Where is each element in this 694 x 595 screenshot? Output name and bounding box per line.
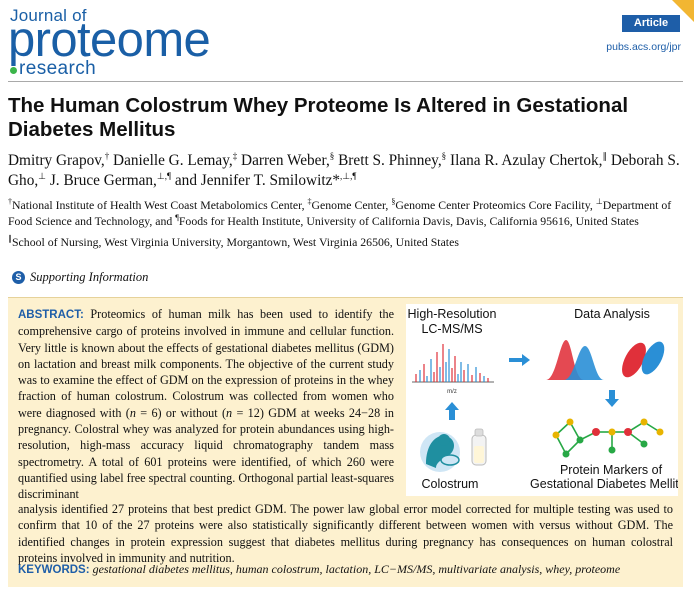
bottle-icon <box>471 428 487 466</box>
mass-spectrum-plot: m/z <box>412 344 494 395</box>
author[interactable]: and Jennifer T. Smilowitz*,⊥,¶ <box>174 170 357 189</box>
affiliation-text: Genome Center, <box>311 198 389 212</box>
affiliation-mark: † <box>8 197 12 207</box>
author-affiliation-mark: ‡ <box>232 150 238 161</box>
abstract-text-segment: n <box>226 405 233 420</box>
abstract-text-segment: = 6) or without ( <box>135 405 227 420</box>
logo-proteome: proteome <box>8 13 211 67</box>
affiliation-mark: ‡ <box>307 197 312 207</box>
abstract-text-segment: Proteomics of human milk has been used t… <box>18 307 394 420</box>
abstract-lead: ABSTRACT: Proteomics of human milk has b… <box>18 306 394 503</box>
author-name: Darren Weber, <box>241 152 330 169</box>
arrow-up-icon <box>445 402 459 420</box>
logo-journal-of: Journal of <box>10 6 87 25</box>
affiliation-text: Foods for Health Institute, University o… <box>178 213 639 228</box>
abstract-label: ABSTRACT: <box>18 309 84 321</box>
affiliations: †National Institute of Health West Coast… <box>8 198 688 251</box>
logo-research: research <box>19 58 97 79</box>
article-title: The Human Colostrum Whey Proteome Is Alt… <box>8 94 629 141</box>
supporting-info-label: Supporting Information <box>30 270 149 284</box>
distribution-plot <box>546 340 665 380</box>
abstract-full-text: analysis identified 27 proteins that bes… <box>18 502 673 565</box>
label-high-resolution: High-Resolution <box>408 307 497 321</box>
author[interactable]: Darren Weber,§ <box>241 150 335 169</box>
author-name: Danielle G. Lemay, <box>113 152 233 169</box>
author-name: J. Bruce German, <box>49 172 157 189</box>
supporting-info-icon: S <box>12 271 25 284</box>
author-name: Brett S. Phinney, <box>338 152 442 169</box>
affiliation-text: Department of Food Science and Technolog… <box>8 198 672 228</box>
journal-logo[interactable]: Journal of proteome research <box>8 4 308 84</box>
affiliation-mark: ¶ <box>175 212 179 222</box>
keywords: KEYWORDS: gestational diabetes mellitus,… <box>18 561 673 578</box>
author-affiliation-mark: ,⊥,¶ <box>340 170 357 181</box>
header-divider <box>8 81 683 82</box>
affiliation-text: School of Nursing, West Virginia Univers… <box>12 235 459 249</box>
label-data-analysis: Data Analysis <box>574 307 650 321</box>
author-affiliation-mark: § <box>329 150 335 161</box>
abstract-box: ABSTRACT: Proteomics of human milk has b… <box>8 297 683 587</box>
abstract-text-segment: = 12) GDM at weeks 24−28 in pregnancy. C… <box>18 405 394 502</box>
axis-mz: m/z <box>447 389 457 395</box>
supporting-information-link[interactable]: S Supporting Information <box>8 270 148 285</box>
label-lcmsms: LC-MS/MS <box>421 322 482 336</box>
journal-url-link[interactable]: pubs.acs.org/jpr <box>606 41 681 53</box>
author-affiliation-mark: ⊥,¶ <box>156 170 172 181</box>
affiliation-mark: ⊥ <box>595 197 603 207</box>
author-name: Ilana R. Azulay Chertok, <box>449 152 603 169</box>
label-colostrum: Colostrum <box>422 477 479 491</box>
protein-network <box>552 418 664 458</box>
article-type-badge: Article <box>622 15 680 32</box>
keywords-label: KEYWORDS: <box>18 564 90 576</box>
toc-graphic: High-Resolution LC-MS/MS Data Analysis <box>406 304 678 496</box>
author[interactable]: Ilana R. Azulay Chertok,∥ <box>449 150 608 169</box>
arrow-right-icon <box>509 354 530 366</box>
author-list: Dmitry Grapov,† Danielle G. Lemay,‡ Darr… <box>8 151 688 191</box>
keywords-list: gestational diabetes mellitus, human col… <box>92 562 621 576</box>
affiliation-block-1: †National Institute of Health West Coast… <box>8 198 688 229</box>
author[interactable]: Danielle G. Lemay,‡ <box>113 150 238 169</box>
author[interactable]: Brett S. Phinney,§ <box>338 150 447 169</box>
arrow-down-icon <box>605 390 619 407</box>
affiliation-text: National Institute of Health West Coast … <box>12 198 305 212</box>
author[interactable]: Dmitry Grapov,† <box>8 150 110 169</box>
author-name: Deborah S. Gho, <box>8 152 680 189</box>
author-affiliation-mark: ∥ <box>602 150 608 161</box>
author-affiliation-mark: † <box>104 150 110 161</box>
label-protein-markers: Protein Markers of <box>560 463 663 477</box>
author-affiliation-mark: § <box>441 150 447 161</box>
author-affiliation-mark: ⊥ <box>38 170 47 181</box>
affiliation-mark: ∥ <box>8 234 12 244</box>
logo-dot-icon <box>10 67 17 74</box>
abstract-continuation: analysis identified 27 proteins that bes… <box>18 501 673 566</box>
affiliation-mark: § <box>391 197 396 207</box>
affiliation-text: Genome Center Proteomics Core Facility, <box>395 198 593 212</box>
author-name: and Jennifer T. Smilowitz* <box>174 172 341 189</box>
author[interactable]: Deborah S. Gho,⊥ <box>8 152 680 189</box>
mother-breastfeeding-icon <box>420 432 460 472</box>
label-gdm: Gestational Diabetes Mellitus <box>530 477 678 491</box>
abstract-text-segment: n <box>129 405 136 420</box>
author-name: Dmitry Grapov, <box>8 152 105 169</box>
affiliation-block-2: ∥School of Nursing, West Virginia Univer… <box>8 235 688 251</box>
author[interactable]: J. Bruce German,⊥,¶ <box>49 170 172 189</box>
